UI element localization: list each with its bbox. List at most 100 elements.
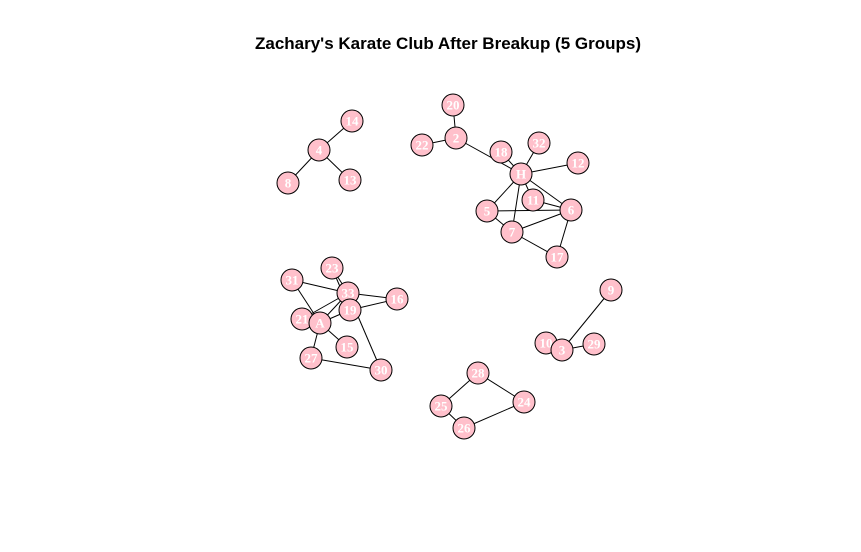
node-label: 22 xyxy=(416,138,429,153)
node-label: 11 xyxy=(527,193,539,208)
node-24: 24 xyxy=(512,390,536,414)
figure-title: Zachary's Karate Club After Breakup (5 G… xyxy=(255,34,641,53)
node-circle xyxy=(369,358,393,382)
node-13: 13 xyxy=(338,168,362,192)
node-label: 18 xyxy=(495,145,509,160)
node-19: 19 xyxy=(338,298,362,322)
node-label: H xyxy=(516,167,526,182)
node-circle xyxy=(338,298,362,322)
edge-9-3 xyxy=(561,289,612,351)
node-27: 27 xyxy=(299,346,323,370)
node-circle xyxy=(582,332,606,356)
node-circle xyxy=(559,198,583,222)
node-label: 15 xyxy=(341,340,355,355)
node-label: A xyxy=(315,316,325,331)
node-18: 18 xyxy=(489,140,513,164)
node-circle xyxy=(566,151,590,175)
node-6: 6 xyxy=(559,198,583,222)
node-circle xyxy=(340,109,364,133)
node-circle xyxy=(512,390,536,414)
node-label: 28 xyxy=(472,366,486,381)
node-23: 23 xyxy=(320,256,344,280)
node-circle xyxy=(521,188,545,212)
node-circle xyxy=(385,287,409,311)
node-4: 4 xyxy=(307,138,331,162)
edge-27-30 xyxy=(310,357,382,371)
node-28: 28 xyxy=(466,361,490,385)
node-label: 31 xyxy=(286,273,299,288)
node-9: 9 xyxy=(599,278,623,302)
node-20: 20 xyxy=(441,93,465,117)
node-circle xyxy=(527,131,551,155)
node-label: 7 xyxy=(509,225,516,240)
node-label: 12 xyxy=(572,156,585,171)
node-circle xyxy=(489,140,513,164)
node-circle xyxy=(466,361,490,385)
node-30: 30 xyxy=(369,358,393,382)
node-label: 24 xyxy=(518,395,532,410)
node-circle xyxy=(308,311,332,335)
node-label: 33 xyxy=(342,286,356,301)
node-8: 8 xyxy=(276,171,300,195)
node-26: 26 xyxy=(452,416,476,440)
node-label: 21 xyxy=(296,312,309,327)
node-5: 5 xyxy=(475,199,499,223)
node-circle xyxy=(441,93,465,117)
node-circle xyxy=(475,199,499,223)
node-circle xyxy=(444,126,468,150)
node-A: A xyxy=(308,311,332,335)
node-label: 4 xyxy=(316,143,323,158)
node-circle xyxy=(299,346,323,370)
node-circle xyxy=(509,162,533,186)
node-label: 8 xyxy=(285,176,292,191)
node-circle xyxy=(500,220,524,244)
node-12: 12 xyxy=(566,151,590,175)
node-31: 31 xyxy=(280,268,304,292)
node-15: 15 xyxy=(335,335,359,359)
node-11: 11 xyxy=(521,188,545,212)
node-circle xyxy=(599,278,623,302)
node-32: 32 xyxy=(527,131,551,155)
node-14: 14 xyxy=(340,109,364,133)
node-label: 25 xyxy=(435,399,449,414)
edge-2-H xyxy=(455,137,522,175)
node-2: 2 xyxy=(444,126,468,150)
node-29: 29 xyxy=(582,332,606,356)
node-label: 20 xyxy=(447,98,460,113)
node-label: 19 xyxy=(344,303,358,318)
node-label: 3 xyxy=(559,343,566,358)
node-circle xyxy=(545,245,569,269)
node-label: 30 xyxy=(375,363,388,378)
node-circle xyxy=(429,394,453,418)
node-21: 21 xyxy=(290,307,314,331)
node-label: 17 xyxy=(551,250,565,265)
node-label: 6 xyxy=(568,203,575,218)
node-H: H xyxy=(509,162,533,186)
node-label: 9 xyxy=(608,283,615,298)
node-label: 32 xyxy=(533,136,546,151)
node-circle xyxy=(452,416,476,440)
node-17: 17 xyxy=(545,245,569,269)
node-circle xyxy=(280,268,304,292)
node-3: 3 xyxy=(550,338,574,362)
node-label: 14 xyxy=(346,114,360,129)
node-label: 26 xyxy=(458,421,472,436)
node-label: 27 xyxy=(305,351,319,366)
node-circle xyxy=(335,335,359,359)
node-circle xyxy=(320,256,344,280)
node-circle xyxy=(338,168,362,192)
node-label: 16 xyxy=(391,292,405,307)
node-label: 10 xyxy=(540,336,553,351)
node-circle xyxy=(550,338,574,362)
node-label: 13 xyxy=(344,173,358,188)
node-label: 5 xyxy=(484,204,491,219)
node-circle xyxy=(307,138,331,162)
node-7: 7 xyxy=(500,220,524,244)
node-label: 2 xyxy=(453,131,460,146)
node-circle xyxy=(410,133,434,157)
node-16: 16 xyxy=(385,287,409,311)
node-25: 25 xyxy=(429,394,453,418)
node-circle xyxy=(276,171,300,195)
